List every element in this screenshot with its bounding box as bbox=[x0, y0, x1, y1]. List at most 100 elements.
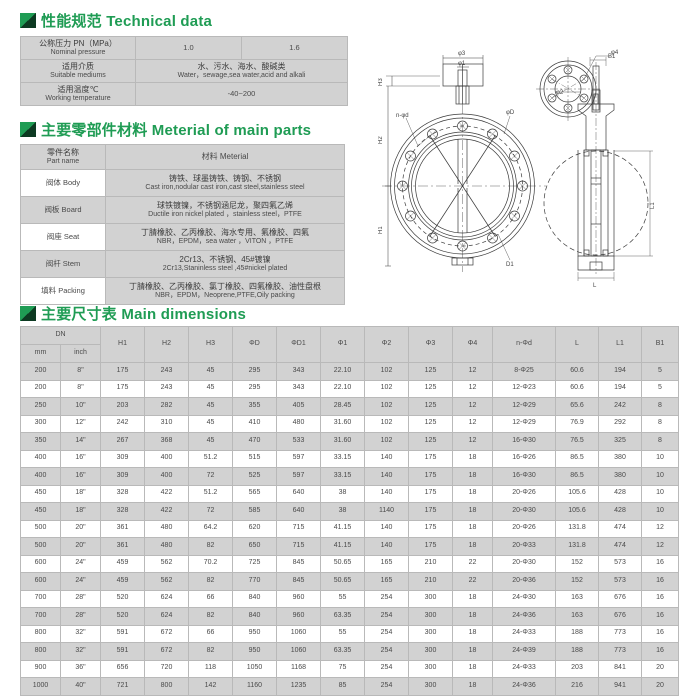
dimensions-cell: 60.6 bbox=[555, 362, 599, 381]
dimensions-cell: 422 bbox=[144, 484, 189, 503]
dimensions-cell: 72 bbox=[188, 502, 233, 521]
dimensions-cell: 309 bbox=[100, 467, 145, 486]
dimensions-cell: 20-Φ33 bbox=[492, 537, 556, 556]
dimensions-cell: 310 bbox=[144, 414, 189, 433]
table-row: 阀座 Seat 丁腈橡胶、乙丙橡胶、海水专用、氟橡胶、四氟 NBR，EPDM，s… bbox=[20, 223, 345, 251]
dimensions-cell: 282 bbox=[144, 397, 189, 416]
dimensions-cell: 10 bbox=[641, 502, 679, 521]
table-row: 500 20" 361 480 82 650 715 41.15 140 175 18 20-Φ33 1… bbox=[20, 537, 679, 556]
header-dn-inch: inch bbox=[60, 344, 101, 363]
dimensions-cell: 474 bbox=[598, 519, 642, 538]
dimensions-cell: 22.10 bbox=[320, 379, 365, 398]
header-n-phi-d: n-Φd bbox=[492, 326, 556, 363]
dimensions-cell: 16 bbox=[641, 607, 679, 626]
dimensions-cell: 142 bbox=[188, 677, 233, 696]
table-row: 900 36" 656 720 118 1050 1168 75 254 300 18 24-Φ33 2… bbox=[20, 659, 679, 678]
dimensions-cell: 10 bbox=[641, 467, 679, 486]
table-row: 阀体 Body 铸铁、球墨铸铁、铸钢、不锈钢 Cast iron,nodular… bbox=[20, 169, 345, 197]
dimensions-cell: 10 bbox=[641, 484, 679, 503]
dimensions-cell: 32" bbox=[60, 642, 101, 661]
dimensions-cell: 102 bbox=[364, 432, 409, 451]
dimensions-cell: 16 bbox=[641, 589, 679, 608]
materials-table: 零件名称 Part name 材料 Meterial 阀体 Body 铸铁、球墨… bbox=[20, 144, 345, 305]
dimensions-cell: 24-Φ33 bbox=[492, 659, 556, 678]
dimensions-cell: 152 bbox=[555, 572, 599, 591]
table-row: 700 28" 520 624 66 840 960 55 254 300 18 24-Φ30 163 6… bbox=[20, 589, 679, 608]
table-row: 450 18" 328 422 51.2 565 640 38 140 175 18 20-Φ26 10… bbox=[20, 484, 679, 503]
section-bullet-icon bbox=[20, 122, 36, 137]
dimensions-cell: 210 bbox=[408, 572, 453, 591]
dimensions-cell: 300 bbox=[408, 607, 453, 626]
dimensions-cell: 63.35 bbox=[320, 642, 365, 661]
dimensions-cell: 24-Φ30 bbox=[492, 589, 556, 608]
dimensions-cell: 620 bbox=[232, 519, 277, 538]
dimensions-cell: 10" bbox=[60, 397, 101, 416]
dimensions-cell: 941 bbox=[598, 677, 642, 696]
section-heading-technical-data: 性能规范 Technical data bbox=[0, 10, 212, 31]
dimensions-cell: 33.15 bbox=[320, 449, 365, 468]
dimensions-cell: 12 bbox=[452, 432, 493, 451]
table-row: 400 16" 309 400 72 525 597 33.15 140 175 18 16-Φ30 8… bbox=[20, 467, 679, 486]
dimensions-cell: 1140 bbox=[364, 502, 409, 521]
header-phi-2: Φ2 bbox=[364, 326, 409, 363]
main-dimensions-table: DN H1 H2 H3 ΦD ΦD1 Φ1 Φ2 Φ3 Φ4 n-Φd L L1… bbox=[20, 326, 679, 696]
dimensions-cell: 715 bbox=[276, 519, 321, 538]
dimensions-cell: 194 bbox=[598, 379, 642, 398]
dimensions-cell: 591 bbox=[100, 624, 145, 643]
dimensions-cell: 624 bbox=[144, 607, 189, 626]
dimensions-cell: 12 bbox=[452, 397, 493, 416]
dimensions-cell: 31.60 bbox=[320, 432, 365, 451]
dimensions-cell: 10 bbox=[641, 449, 679, 468]
dimensions-cell: 102 bbox=[364, 414, 409, 433]
dimensions-cell: 254 bbox=[364, 642, 409, 661]
dimensions-cell: 676 bbox=[598, 589, 642, 608]
row-label-nominal-pressure: 公称压力 PN（MPa） Nominal pressure bbox=[20, 36, 136, 60]
cell-suitable-mediums-value: 水、污水、海水、酸碱类 Water，sewage,sea water,acid … bbox=[135, 59, 348, 83]
dimensions-cell: 131.8 bbox=[555, 537, 599, 556]
dimensions-cell: 131.8 bbox=[555, 519, 599, 538]
dimensions-cell: 242 bbox=[598, 397, 642, 416]
cell-working-temperature-value: -40~200 bbox=[135, 82, 348, 106]
cell-material-stem: 2Cr13、不锈钢、45#镀镍 2Cr13,Staninless steel ,… bbox=[105, 250, 345, 278]
table-row: 800 32" 591 672 82 950 1060 63.35 254 300 18 24-Φ39… bbox=[20, 642, 679, 661]
dimensions-cell: 400 bbox=[20, 449, 61, 468]
header-l1: L1 bbox=[598, 326, 642, 363]
header-material: 材料 Meterial bbox=[105, 144, 345, 170]
dimensions-cell: 361 bbox=[100, 519, 145, 538]
dimensions-cell: 474 bbox=[598, 537, 642, 556]
cell-pressure-1: 1.0 bbox=[135, 36, 242, 60]
label-phi-d: φD bbox=[506, 110, 515, 116]
dimensions-cell: 18 bbox=[452, 607, 493, 626]
dimensions-cell: 350 bbox=[20, 432, 61, 451]
dimensions-cell: 36" bbox=[60, 659, 101, 678]
dimensions-cell: 565 bbox=[232, 484, 277, 503]
dimensions-cell: 51.2 bbox=[188, 449, 233, 468]
dimensions-table-body: 200 8" 175 243 45 295 343 22.10 102 125 12 8-Φ25 60.… bbox=[20, 362, 679, 696]
dimensions-cell: 300 bbox=[408, 642, 453, 661]
dimensions-cell: 45 bbox=[188, 379, 233, 398]
dimensions-cell: 725 bbox=[232, 554, 277, 573]
dimensions-cell: 70.2 bbox=[188, 554, 233, 573]
dimensions-cell: 38 bbox=[320, 484, 365, 503]
dimensions-cell: 845 bbox=[276, 572, 321, 591]
dimensions-cell: 300 bbox=[408, 677, 453, 696]
dimensions-cell: 20" bbox=[60, 519, 101, 538]
dimensions-cell: 51.2 bbox=[188, 484, 233, 503]
dimensions-cell: 22.10 bbox=[320, 362, 365, 381]
dimensions-cell: 1000 bbox=[20, 677, 61, 696]
table-row: 350 14" 267 368 45 470 533 31.60 102 125 12 16-Φ30 7… bbox=[20, 432, 679, 451]
dimensions-cell: 672 bbox=[144, 642, 189, 661]
cell-part-stem: 阀杆 Stem bbox=[20, 250, 106, 278]
dimensions-cell: 328 bbox=[100, 502, 145, 521]
dimensions-cell: 300 bbox=[408, 659, 453, 678]
dimensions-cell: 640 bbox=[276, 502, 321, 521]
dimensions-cell: 355 bbox=[232, 397, 277, 416]
dimensions-cell: 960 bbox=[276, 607, 321, 626]
dimensions-cell: 292 bbox=[598, 414, 642, 433]
dimensions-cell: 845 bbox=[276, 554, 321, 573]
dimensions-cell: 422 bbox=[144, 502, 189, 521]
dimensions-cell: 76.9 bbox=[555, 414, 599, 433]
dimensions-cell: 125 bbox=[408, 362, 453, 381]
dimensions-cell: 203 bbox=[555, 659, 599, 678]
label-h1: H1 bbox=[378, 226, 384, 234]
